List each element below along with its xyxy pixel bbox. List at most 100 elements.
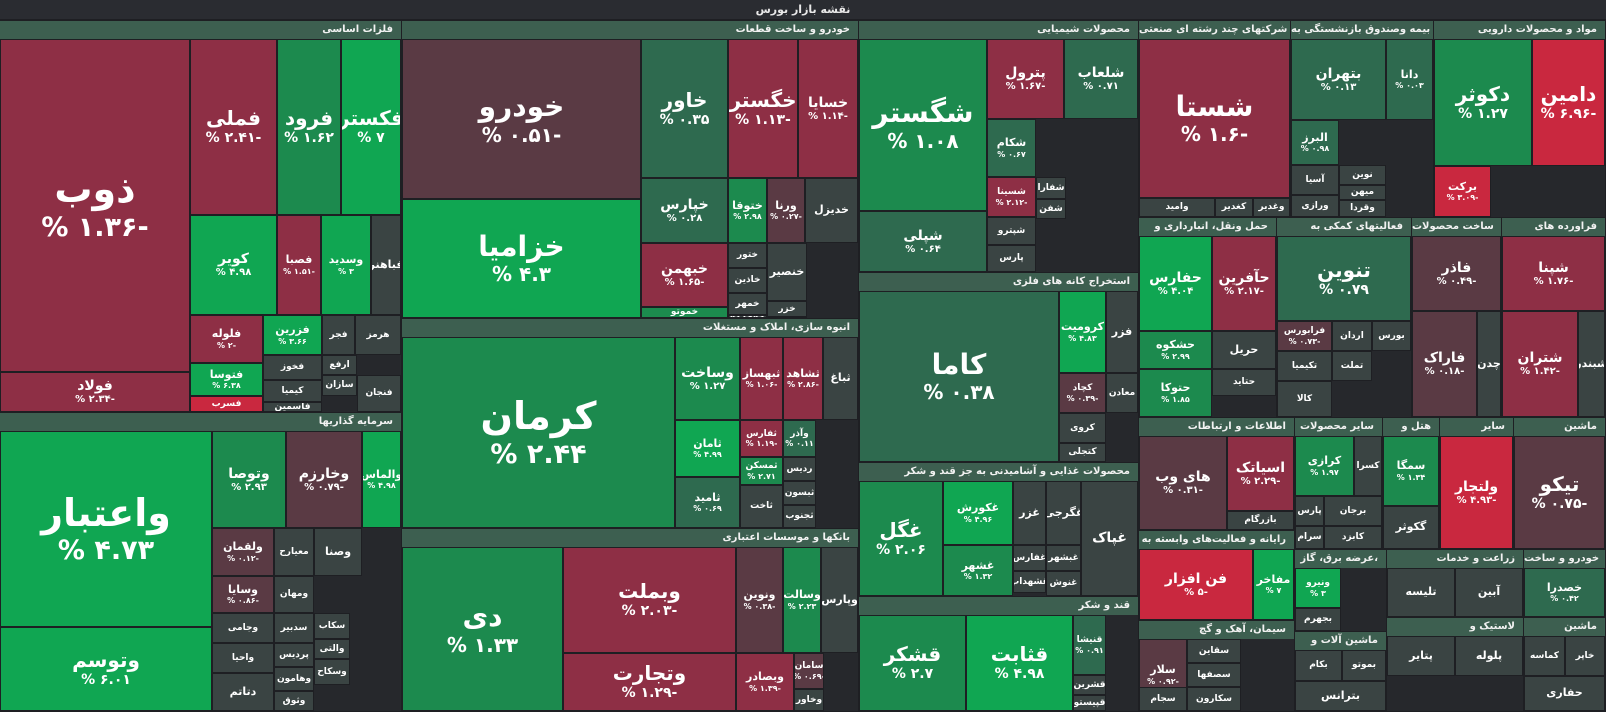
stock-tile[interactable]: تیکو -۰.۷۵ % [1514, 436, 1605, 549]
stock-tile[interactable]: پردیس [274, 643, 314, 667]
stock-tile[interactable]: کچاد -۰.۳۹ % [1059, 373, 1106, 413]
stock-tile[interactable]: وسدید ۳ % [321, 215, 371, 315]
stock-tile[interactable]: سازان [322, 375, 357, 396]
stock-tile[interactable]: فملی -۲.۴۱ % [190, 39, 277, 215]
stock-tile[interactable]: شپترو [987, 217, 1036, 245]
sector-header[interactable]: بانکها و موسسات اعتباری [402, 529, 858, 547]
stock-tile[interactable]: والتی [314, 639, 350, 659]
stock-tile[interactable]: کروی [1059, 413, 1106, 443]
sector-header[interactable]: ماشین [1524, 618, 1605, 636]
stock-tile[interactable]: وخارزم -۰.۷۹ % [286, 431, 362, 528]
stock-tile[interactable]: خاذین [728, 268, 767, 293]
stock-tile[interactable]: ثاخت [740, 485, 783, 528]
stock-tile[interactable]: فسرب [190, 396, 263, 412]
sector-header[interactable]: ماشین [1514, 418, 1605, 436]
stock-tile[interactable]: سامان-۰.۶۹ % [794, 653, 824, 689]
stock-tile[interactable]: تلیسه [1387, 568, 1455, 617]
sector-header[interactable]: رایانه و فعالیت‌های وابسته به [1139, 531, 1294, 549]
sector-header[interactable]: سیمان، آهک و گچ [1139, 621, 1294, 639]
stock-tile[interactable]: ورنا -۰.۲۷ % [767, 178, 805, 243]
stock-tile[interactable]: خزامیا ۴.۳ % [402, 199, 641, 318]
stock-tile[interactable]: غکورش ۴.۹۶ % [943, 481, 1013, 545]
stock-tile[interactable]: شکام ۰.۶۷ % [987, 119, 1036, 177]
stock-tile[interactable]: آبین [1455, 568, 1523, 617]
stock-tile[interactable]: های وب -۰.۳۱ % [1139, 436, 1227, 530]
stock-tile[interactable]: کسرا [1354, 436, 1382, 496]
stock-tile[interactable]: خموتو [641, 307, 728, 318]
stock-tile[interactable]: فن افزار -۵ % [1139, 549, 1253, 620]
sector-header[interactable]: زراعت و خدمات [1387, 550, 1523, 568]
sector-header[interactable]: عرضه برق، گاز، [1295, 550, 1386, 568]
stock-tile[interactable]: غفارس [1013, 545, 1046, 571]
stock-tile[interactable]: وتوسم ۶.۰۱ % [0, 627, 212, 711]
stock-tile[interactable]: شسینا -۲.۱۲ % [987, 177, 1036, 217]
stock-tile[interactable]: کابزد [1324, 526, 1382, 549]
stock-tile[interactable]: فتوسا ۶.۳۸ % [190, 363, 263, 396]
stock-tile[interactable]: مفاخر ۷ % [1253, 549, 1294, 620]
stock-tile[interactable]: ثامید ۰.۶۹ % [675, 477, 740, 528]
stock-tile[interactable]: خمحرکه [728, 315, 767, 318]
stock-tile[interactable]: ثمسکن ۲.۷۱ % [740, 457, 783, 485]
stock-tile[interactable]: بازرگام [1227, 511, 1294, 530]
sector-header[interactable]: بیمه وصندوق بازنشستگی به [1291, 21, 1433, 39]
sector-header[interactable]: محصولات غذایی و آشامیدنی به جز قند و شکر [859, 463, 1138, 481]
stock-tile[interactable]: نوین [1339, 165, 1386, 185]
stock-tile[interactable]: سکارون [1187, 687, 1241, 711]
stock-tile[interactable]: کغدیر [1215, 198, 1253, 217]
sector-header[interactable]: انبوه سازی، املاک و مستغلات [402, 319, 858, 337]
stock-tile[interactable]: غشهداب [1013, 571, 1046, 593]
sector-header[interactable]: سایر [1440, 418, 1513, 436]
stock-tile[interactable]: غپاک [1081, 481, 1138, 596]
stock-tile[interactable]: سمگا ۱.۳۴ % [1383, 436, 1439, 506]
stock-tile[interactable]: حآفرین -۲.۱۷ % [1212, 236, 1276, 331]
stock-tile[interactable]: غگل ۲.۰۶ % [859, 481, 943, 596]
stock-tile[interactable]: فجر [322, 315, 355, 355]
stock-tile[interactable]: خاپر [1565, 636, 1605, 676]
stock-tile[interactable]: قنیشا ۰.۹۱ % [1073, 615, 1106, 675]
sector-header[interactable]: مواد و محصولات دارویی [1434, 21, 1605, 39]
stock-tile[interactable]: برکت -۳.۰۹ % [1434, 166, 1491, 217]
stock-tile[interactable]: موتور [767, 317, 807, 318]
sector-header[interactable]: ماشین آلات و [1295, 632, 1386, 650]
stock-tile[interactable]: حشکوه ۲.۹۹ % [1139, 331, 1212, 369]
stock-tile[interactable]: کویر ۴.۹۸ % [190, 215, 277, 315]
stock-tile[interactable]: غبشهر [1046, 545, 1081, 571]
stock-tile[interactable]: ختوقا ۲.۹۸ % [728, 178, 767, 243]
stock-tile[interactable]: پارس [987, 245, 1036, 272]
stock-tile[interactable]: ثبسون [783, 481, 816, 505]
stock-tile[interactable]: قشکر ۲.۷ % [859, 615, 966, 711]
stock-tile[interactable]: کماسه [1524, 636, 1565, 676]
sector-header[interactable]: فلزات اساسی [0, 21, 401, 39]
stock-tile[interactable]: خسایا -۱.۱۴ % [798, 39, 858, 178]
stock-tile[interactable]: وسایا -۰.۸۶ % [212, 576, 274, 613]
stock-tile[interactable]: دی ۱.۳۳ % [402, 547, 563, 711]
stock-tile[interactable]: ثشاهد -۲.۸۶ % [783, 337, 823, 420]
sector-header[interactable]: استخراج کانه های فلزی [859, 273, 1138, 291]
stock-tile[interactable]: اسیاتک -۲.۲۹ % [1227, 436, 1294, 511]
stock-tile[interactable]: ذوب -۱.۳۶ % [0, 39, 190, 372]
stock-tile[interactable]: ردیس [783, 457, 816, 481]
stock-tile[interactable]: کیمیا [263, 380, 322, 402]
stock-tile[interactable]: خبهمن -۱.۶۵ % [641, 243, 728, 307]
stock-tile[interactable]: خنصیر [767, 243, 807, 301]
stock-tile[interactable]: فکستر ۷ % [341, 39, 401, 215]
stock-tile[interactable]: قثابت ۴.۹۸ % [966, 615, 1073, 711]
sector-header[interactable]: فعالیتهای کمکی به [1277, 218, 1411, 236]
stock-tile[interactable]: کتجلی [1059, 443, 1106, 462]
stock-tile[interactable]: دتاتم [212, 673, 274, 711]
stock-tile[interactable]: بورس [1372, 321, 1411, 351]
stock-tile[interactable]: وساخت ۱.۲۷ % [675, 337, 740, 420]
stock-tile[interactable]: واعتبار ۴.۷۳ % [0, 431, 212, 627]
sector-header[interactable]: خودرو و ساخت قطعات [402, 21, 858, 39]
stock-tile[interactable]: وثوق [274, 691, 314, 711]
stock-tile[interactable]: غگرجی [1046, 481, 1081, 545]
sector-header[interactable]: ساخت محصولات [1412, 218, 1501, 236]
stock-tile[interactable]: ثفارس -۱.۱۹ % [740, 420, 783, 457]
stock-tile[interactable]: پلوله [1455, 636, 1523, 676]
stock-tile[interactable]: بترانس [1295, 681, 1386, 711]
stock-tile[interactable]: پتایر [1387, 636, 1455, 676]
stock-tile[interactable]: هرمز [355, 315, 401, 355]
stock-tile[interactable]: خودرو -۰.۵۱ % [402, 39, 641, 199]
sector-header[interactable]: فراورده های [1502, 218, 1605, 236]
stock-tile[interactable]: ولقمان -۰.۱۲ % [212, 528, 274, 576]
